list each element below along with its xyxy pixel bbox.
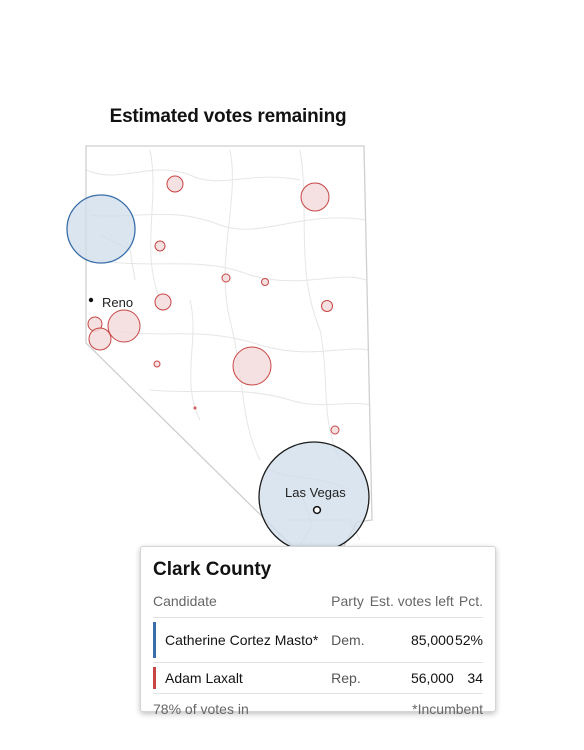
county-circle[interactable] xyxy=(154,293,172,311)
candidate-party: Rep. xyxy=(325,662,367,694)
candidate-name: Adam Laxalt xyxy=(165,670,243,686)
header-candidate: Candidate xyxy=(153,589,326,618)
county-circle[interactable] xyxy=(221,273,231,283)
table-row: Catherine Cortez Masto* Dem. 85,000 52% xyxy=(153,617,483,663)
header-pct: Pct. xyxy=(453,589,483,618)
candidate-name: Catherine Cortez Masto* xyxy=(165,632,319,648)
table-header-row: Candidate Party Est. votes left Pct. xyxy=(153,589,483,618)
map-title: Estimated votes remaining xyxy=(109,106,347,127)
county-circle[interactable] xyxy=(321,300,333,312)
candidate-votes-left: 56,000 xyxy=(366,662,454,694)
republican-circles xyxy=(87,175,340,435)
county-circle[interactable] xyxy=(153,360,161,368)
reporting-status: 78% of votes in xyxy=(153,701,249,717)
county-circle-washoe[interactable] xyxy=(66,194,136,264)
candidate-party: Dem. xyxy=(325,617,367,663)
county-circle[interactable] xyxy=(232,346,272,386)
county-circle[interactable] xyxy=(261,278,269,286)
city-label-reno: Reno xyxy=(102,295,133,310)
tooltip-footer: 78% of votes in *Incumbent xyxy=(153,701,483,717)
county-circle[interactable] xyxy=(166,175,184,193)
header-party: Party xyxy=(325,589,367,618)
republican-color-bar xyxy=(153,667,156,689)
reno-marker xyxy=(88,297,94,303)
democrat-circles xyxy=(66,194,136,264)
las-vegas-marker xyxy=(312,505,322,515)
table-row: Adam Laxalt Rep. 56,000 34 xyxy=(153,662,483,694)
incumbent-note: *Incumbent xyxy=(412,701,483,717)
candidate-pct: 34 xyxy=(453,662,483,694)
city-label-las-vegas: Las Vegas xyxy=(285,485,346,500)
header-votes-left: Est. votes left xyxy=(366,589,454,618)
county-circle[interactable] xyxy=(107,309,141,343)
county-circle[interactable] xyxy=(88,327,112,351)
results-table: Candidate Party Est. votes left Pct. Cat… xyxy=(153,589,483,694)
county-circle[interactable] xyxy=(300,182,330,212)
tooltip-county-name: Clark County xyxy=(153,559,272,580)
county-circle[interactable] xyxy=(193,406,197,410)
candidate-pct: 52% xyxy=(453,617,483,663)
county-tooltip: Clark County Candidate Party Est. votes … xyxy=(140,546,496,717)
candidate-votes-left: 85,000 xyxy=(366,617,454,663)
county-circle[interactable] xyxy=(330,425,340,435)
county-circle[interactable] xyxy=(154,240,166,252)
democrat-color-bar xyxy=(153,622,156,658)
